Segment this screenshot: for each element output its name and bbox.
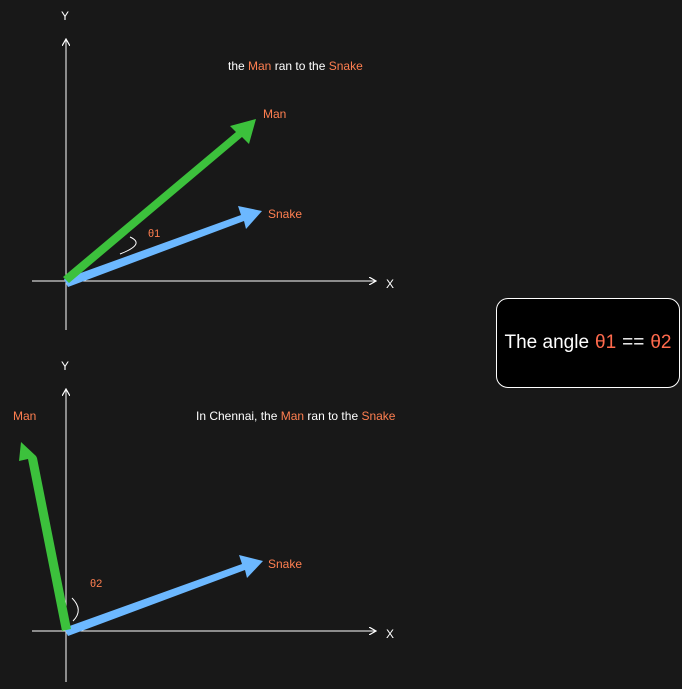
bottom-sentence-part2: ran to the bbox=[304, 409, 361, 423]
top-snake-vector bbox=[64, 206, 262, 287]
angle-equality-callout: The angle θ1 == θ2 bbox=[496, 298, 680, 388]
bottom-sentence-word2: Snake bbox=[361, 409, 395, 423]
top-sentence: the Man ran to the Snake bbox=[228, 59, 363, 73]
callout-theta1: θ1 bbox=[595, 332, 617, 353]
top-sentence-word1: Man bbox=[248, 59, 271, 73]
bottom-sentence-word1: Man bbox=[281, 409, 304, 423]
top-sentence-word2: Snake bbox=[329, 59, 363, 73]
bottom-sentence-part1: In Chennai, the bbox=[196, 409, 281, 423]
top-man-label: Man bbox=[263, 107, 286, 121]
top-angle-arc bbox=[119, 236, 137, 255]
callout-prefix: The angle bbox=[504, 332, 590, 353]
top-man-vector bbox=[63, 119, 256, 283]
bottom-man-label: Man bbox=[13, 409, 36, 423]
top-panel: Y X the Man ran to the Snake θ1 Man Snak… bbox=[32, 9, 394, 330]
bottom-snake-label: Snake bbox=[268, 557, 302, 571]
top-snake-label: Snake bbox=[268, 207, 302, 221]
callout-theta2: θ2 bbox=[650, 332, 672, 353]
bottom-y-axis-label: Y bbox=[61, 359, 69, 373]
top-x-axis-label: X bbox=[386, 277, 394, 291]
top-angle-label: θ1 bbox=[148, 228, 160, 240]
top-y-axis-label: Y bbox=[61, 9, 69, 23]
bottom-angle-arc bbox=[71, 597, 79, 622]
bottom-angle-label: θ2 bbox=[90, 578, 102, 590]
top-sentence-part1: the bbox=[228, 59, 248, 73]
top-sentence-part2: ran to the bbox=[271, 59, 328, 73]
bottom-sentence: In Chennai, the Man ran to the Snake bbox=[196, 409, 396, 423]
callout-operator: == bbox=[622, 332, 645, 353]
bottom-snake-vector bbox=[64, 555, 263, 636]
bottom-x-axis-label: X bbox=[386, 627, 394, 641]
bottom-panel: Y X In Chennai, the Man ran to the Snake… bbox=[13, 359, 396, 682]
bottom-man-vector bbox=[19, 442, 71, 631]
